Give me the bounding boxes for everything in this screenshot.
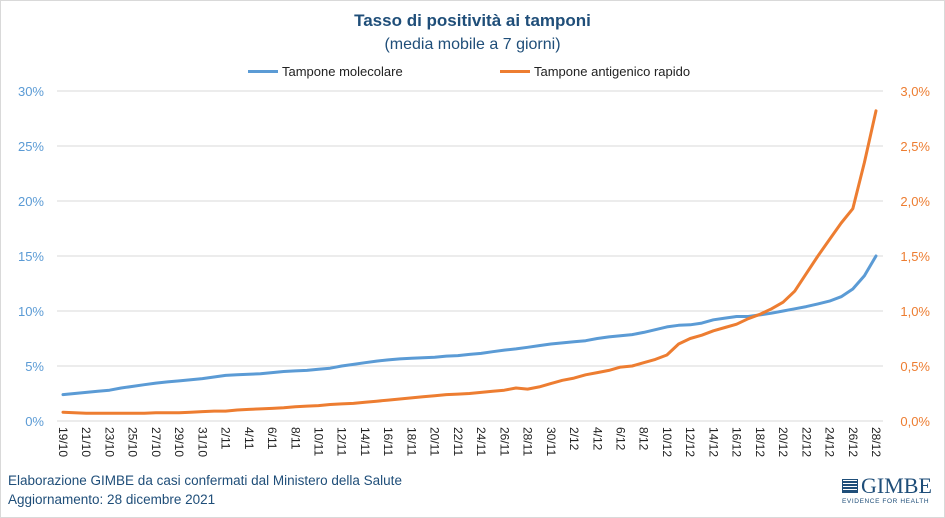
y-left-tick-label: 5% (25, 359, 44, 374)
y-left-tick-label: 10% (18, 304, 44, 319)
x-tick-label: 31/10 (195, 427, 209, 457)
x-tick-label: 19/10 (56, 427, 70, 457)
x-tick-label: 4/11 (242, 427, 256, 450)
series-line-molecolare (61, 254, 878, 397)
x-tick-label: 20/12 (776, 427, 790, 457)
y-left-tick-label: 15% (18, 249, 44, 264)
y-right-tick-label: 2,0% (900, 194, 930, 209)
x-tick-label: 24/12 (823, 427, 837, 457)
y-right-tick-label: 1,0% (900, 304, 930, 319)
x-tick-label: 12/12 (683, 427, 697, 457)
x-tick-label: 10/12 (660, 427, 674, 457)
gridlines (57, 90, 883, 422)
legend-swatch-antigenico (500, 70, 530, 73)
y-left-tick-label: 25% (18, 139, 44, 154)
legend-swatch-molecolare (248, 70, 278, 73)
y-axis-left: 0% 5% 10% 15% 20% 25% 30% (18, 84, 44, 429)
x-tick-label: 16/11 (381, 427, 395, 456)
x-tick-label: 18/11 (404, 427, 418, 456)
x-tick-label: 22/12 (799, 427, 813, 457)
legend-item-antigenico: Tampone antigenico rapido (500, 64, 690, 79)
x-tick-label: 21/10 (79, 427, 93, 457)
series-line-antigenico (61, 109, 878, 415)
x-tick-label: 6/12 (613, 427, 627, 451)
logo-grid-icon (842, 479, 858, 493)
y-right-tick-label: 1,5% (900, 249, 930, 264)
y-right-tick-label: 3,0% (900, 84, 930, 99)
y-right-tick-label: 2,5% (900, 139, 930, 154)
chart-subtitle: (media mobile a 7 giorni) (384, 36, 561, 53)
x-tick-label: 25/10 (126, 427, 140, 457)
x-tick-label: 22/11 (451, 427, 465, 456)
legend: Tampone molecolare Tampone antigenico ra… (0, 64, 945, 84)
logo-tagline: EVIDENCE FOR HEALTH (842, 498, 930, 505)
y-right-tick-label: 0,5% (900, 359, 930, 374)
logo-name: GIMBE (861, 473, 932, 498)
x-tick-label: 28/12 (869, 427, 883, 457)
x-tick-label: 26/11 (497, 427, 511, 456)
x-tick-label: 30/11 (544, 427, 558, 456)
y-left-tick-label: 0% (25, 414, 44, 429)
x-tick-label: 4/12 (590, 427, 604, 451)
x-tick-label: 16/12 (730, 427, 744, 457)
y-left-tick-label: 30% (18, 84, 44, 99)
x-tick-label: 2/11 (219, 427, 233, 450)
legend-label-molecolare: Tampone molecolare (282, 64, 403, 79)
y-right-tick-label: 0,0% (900, 414, 930, 429)
x-tick-label: 20/11 (428, 427, 442, 456)
x-tick-label: 23/10 (102, 427, 116, 457)
chart-title: Tasso di positività ai tamponi (354, 11, 591, 30)
x-tick-label: 26/12 (846, 427, 860, 457)
y-left-tick-label: 20% (18, 194, 44, 209)
x-tick-label: 2/12 (567, 427, 581, 451)
x-tick-label: 14/11 (358, 427, 372, 456)
footer-source: Elaborazione GIMBE da casi confermati da… (8, 473, 402, 488)
gimbe-logo: GIMBE EVIDENCE FOR HEALTH (842, 475, 934, 505)
series-lines (61, 109, 878, 415)
x-tick-label: 27/10 (149, 427, 163, 457)
x-tick-label: 14/12 (706, 427, 720, 457)
y-axis-right: 0,0% 0,5% 1,0% 1,5% 2,0% 2,5% 3,0% (900, 84, 930, 429)
x-tick-label: 8/11 (288, 427, 302, 450)
x-tick-label: 18/12 (753, 427, 767, 457)
x-tick-label: 12/11 (335, 427, 349, 456)
legend-label-antigenico: Tampone antigenico rapido (534, 64, 691, 79)
x-tick-label: 29/10 (172, 427, 186, 457)
x-axis: 19/10 21/10 23/10 25/10 27/10 29/10 31/10 2/11 4… (56, 427, 883, 457)
x-tick-label: 10/11 (312, 427, 326, 456)
footer-updated: Aggiornamento: 28 dicembre 2021 (8, 492, 216, 507)
x-tick-label: 24/11 (474, 427, 488, 456)
x-tick-label: 28/11 (521, 427, 535, 456)
x-tick-label: 6/11 (265, 427, 279, 450)
x-tick-label: 8/12 (637, 427, 651, 451)
legend-item-molecolare: Tampone molecolare (248, 64, 403, 79)
